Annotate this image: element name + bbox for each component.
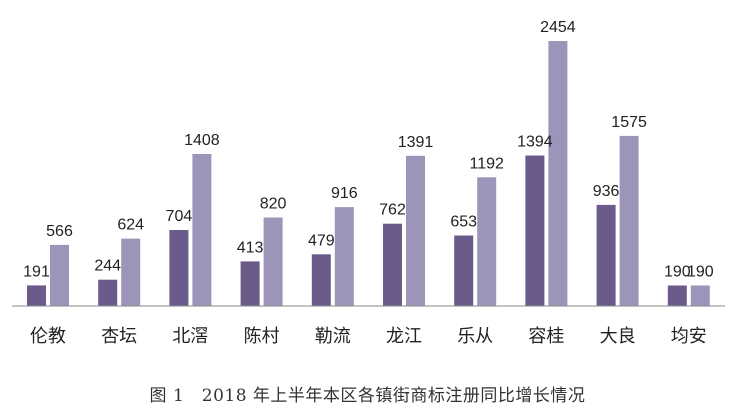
data-label-2-9: 1575 xyxy=(611,114,647,131)
data-label-1-10: 190 xyxy=(664,264,691,281)
x-tick-label-5: 勒流 xyxy=(315,326,351,347)
bar-1-8 xyxy=(525,155,545,306)
bar-1-1 xyxy=(27,285,46,306)
x-tick-label-2: 杏坛 xyxy=(101,326,137,347)
bar-1-10 xyxy=(667,285,687,306)
data-label-2-6: 1391 xyxy=(398,134,434,151)
x-tick-label-7: 乐从 xyxy=(457,326,493,347)
x-tick-label-8: 容桂 xyxy=(528,326,564,347)
data-label-2-10: 190 xyxy=(687,264,714,281)
x-tick-label-4: 陈村 xyxy=(244,326,280,347)
data-label-2-8: 2454 xyxy=(540,19,576,36)
bar-1-2 xyxy=(98,279,118,306)
bar-2-9 xyxy=(619,135,639,306)
bar-2-1 xyxy=(50,244,69,306)
data-label-1-2: 244 xyxy=(94,258,121,275)
x-tick-label-3: 北滘 xyxy=(172,326,208,347)
bars-layer xyxy=(27,41,710,306)
x-tick-label-6: 龙江 xyxy=(386,326,422,347)
data-label-2-5: 916 xyxy=(331,185,358,202)
bar-1-3 xyxy=(169,230,189,306)
data-label-1-9: 936 xyxy=(593,183,620,200)
bar-2-2 xyxy=(121,238,141,306)
bar-2-8 xyxy=(548,41,568,306)
bar-2-7 xyxy=(477,177,497,306)
bar-1-9 xyxy=(596,204,616,306)
x-tick-label-10: 均安 xyxy=(671,326,707,347)
bar-1-5 xyxy=(311,254,331,306)
data-label-1-3: 704 xyxy=(166,208,193,225)
data-label-2-2: 624 xyxy=(117,217,144,234)
data-label-1-5: 479 xyxy=(308,232,335,249)
bar-2-6 xyxy=(406,155,425,306)
x-tick-label-1: 伦教 xyxy=(30,326,66,347)
data-label-1-8: 1394 xyxy=(517,134,553,151)
bar-2-3 xyxy=(192,154,212,306)
data-label-1-4: 413 xyxy=(237,239,264,256)
bar-1-4 xyxy=(240,261,260,306)
bar-2-10 xyxy=(690,285,710,306)
data-label-2-7: 1192 xyxy=(469,155,504,172)
data-label-2-4: 820 xyxy=(260,196,287,213)
bar-2-5 xyxy=(334,207,354,306)
x-tick-labels-layer: 伦教 杏坛 北滘 陈村 勒流 龙江 乐从 容桂 大良 均安 xyxy=(30,326,707,347)
data-label-1-1: 191 xyxy=(23,263,50,280)
data-label-1-7: 653 xyxy=(450,214,477,231)
bar-1-7 xyxy=(454,235,474,306)
data-label-2-3: 1408 xyxy=(184,132,220,149)
data-label-1-6: 762 xyxy=(379,202,406,219)
data-label-2-1: 566 xyxy=(46,223,73,240)
figure-caption: 图 1 2018 年上半年本区各镇街商标注册同比增长情况 xyxy=(149,386,586,406)
bar-2-4 xyxy=(263,217,283,306)
data-labels-layer: 191 566 244 624 704 1408 413 820 479 916 762 1391 65… xyxy=(23,19,714,281)
x-tick-label-9: 大良 xyxy=(600,326,636,347)
bar-1-6 xyxy=(383,223,402,306)
